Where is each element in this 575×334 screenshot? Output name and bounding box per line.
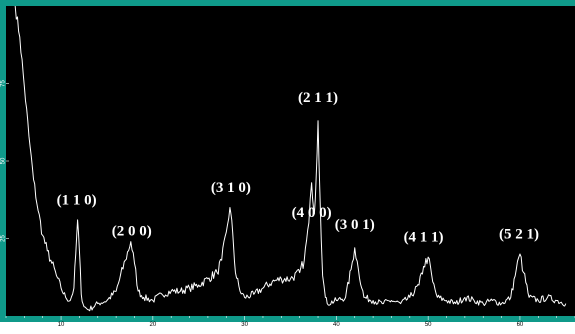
y-tick-label: 50 [1,157,7,164]
peak-label: (2 1 1) [298,90,338,106]
x-tick-label: 30 [241,322,248,328]
peak-labels: (1 1 0) (2 0 0) (3 1 0) (4 0 0) (2 1 1) (3 0 … [57,90,539,246]
peak-label: (4 1 1) [404,230,444,246]
peak-label: (3 0 1) [335,217,375,233]
series-layer [14,5,567,312]
peak-label: (2 0 0) [112,223,152,239]
y-tick-label: 25 [1,235,7,242]
peak-label: (1 1 0) [57,192,97,208]
y-tick-label: 75 [1,80,7,87]
peak-label: (5 2 1) [499,227,539,243]
plot-area [6,6,575,316]
x-tick-label: 10 [58,322,65,328]
y-axis: 25 50 75 [1,80,9,242]
x-tick-label: 50 [425,322,432,328]
x-tick-label: 20 [149,322,156,328]
peak-label: (4 0 0) [292,205,332,221]
peak-label: (3 1 0) [211,180,251,196]
x-tick-label: 60 [517,322,524,328]
x-axis: 10 20 30 40 50 60 [5,316,575,328]
x-tick-label: 40 [333,322,340,328]
series-line-0 [14,5,567,312]
